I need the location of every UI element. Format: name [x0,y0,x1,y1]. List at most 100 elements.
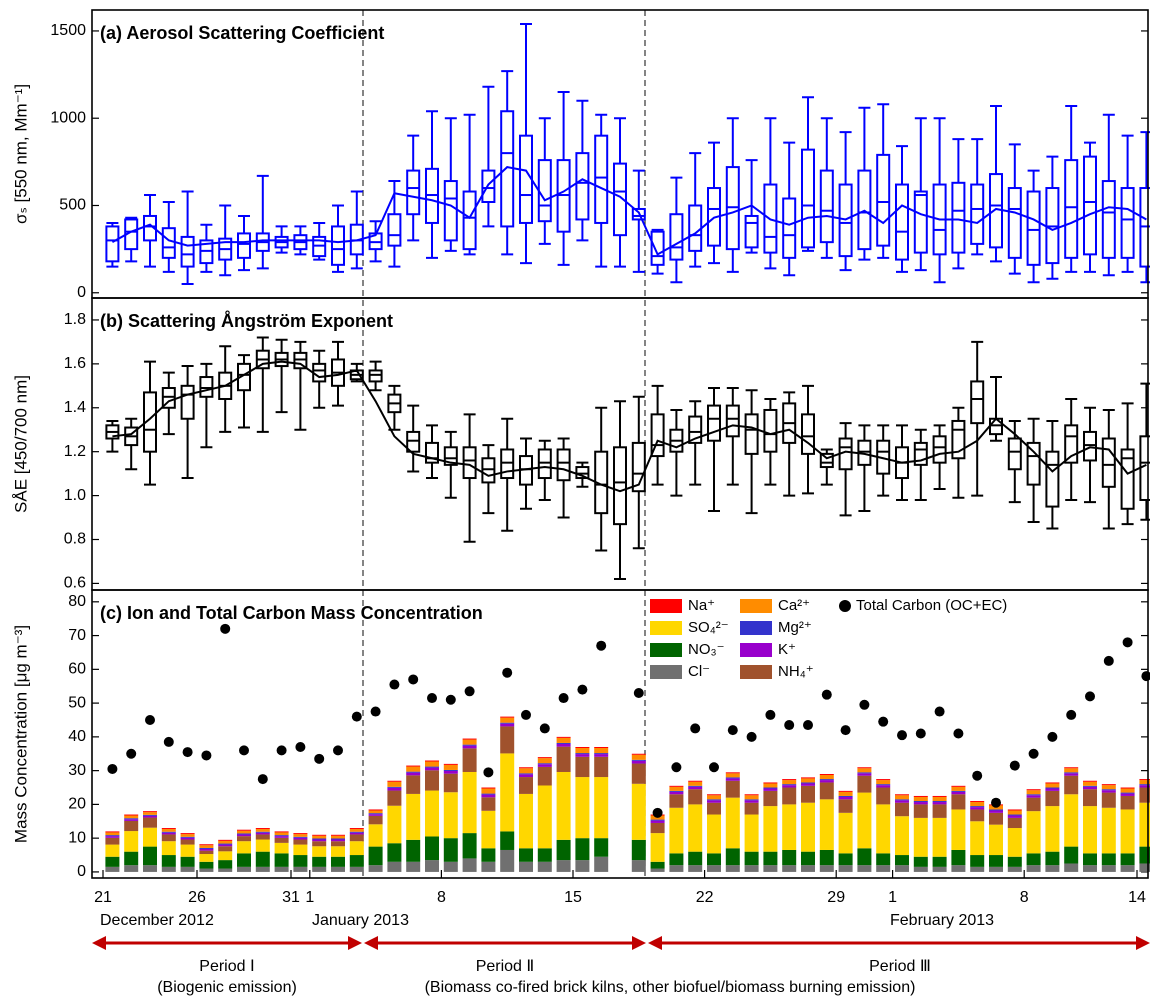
bar-segment [368,846,383,866]
upper-whisker [990,376,1002,419]
box [537,448,552,480]
total-carbon-point [878,716,889,727]
upper-whisker [256,336,269,351]
total-carbon-point [107,763,118,774]
bar-segment [105,856,120,867]
total-carbon-point [1028,748,1039,759]
legend-swatch [650,665,682,679]
upper-whisker [783,391,796,404]
bar-segment [1045,788,1060,791]
bar-segment [932,795,947,797]
bar-segment [1007,828,1022,857]
upper-whisker [858,106,871,171]
bar-segment [218,843,233,845]
bar-segment [913,796,928,802]
total-carbon-point [502,667,513,678]
box [331,225,345,266]
bar-segment [782,779,797,781]
bar-segment [669,853,684,866]
bar-segment [143,815,157,818]
bar-segment [274,831,289,833]
lower-whisker [764,451,777,486]
lower-whisker [238,390,250,429]
bar-segment [255,828,270,830]
bar-segment [669,807,684,854]
bar-segment [161,834,176,842]
x-tick-label: 31 [282,889,300,906]
lower-whisker [632,219,645,273]
bar-segment [500,849,515,872]
upper-whisker [369,360,382,371]
bar-segment [425,761,439,767]
bar-segment [537,785,552,849]
total-carbon-point [596,640,607,651]
lower-whisker [501,226,514,256]
lower-whisker [125,445,138,471]
bar-segment [913,856,928,867]
bar-segment [725,865,740,872]
bar-segment [575,756,590,778]
total-carbon-point [652,807,663,818]
upper-whisker [820,117,833,171]
upper-whisker [219,345,232,373]
bar-segment [293,855,308,867]
y-tick-label: 1.6 [64,355,86,372]
x-tick-label: 15 [564,889,582,906]
x-tick-label: 22 [696,889,714,906]
bar-segment [782,804,797,850]
bar-segment [932,856,947,867]
bar-segment [425,760,439,762]
bar-segment [970,802,985,807]
upper-whisker [689,400,702,417]
y-tick-label: 1.0 [64,487,86,504]
bar-segment [1120,793,1135,796]
total-carbon-point [370,706,381,717]
lower-whisker [858,464,871,512]
bar-segment [801,783,815,786]
bar-segment [443,792,458,839]
bar-segment [669,791,684,795]
lower-whisker [463,478,476,543]
bar-segment [688,780,703,782]
upper-whisker [651,384,664,415]
bar-segment [763,787,778,789]
upper-whisker [783,141,796,199]
total-carbon-point [351,711,362,722]
upper-whisker [162,371,175,389]
total-carbon-point [803,720,813,731]
bar-segment [1120,795,1135,810]
lower-whisker [802,453,814,495]
box [782,197,797,259]
bar-segment [1026,789,1041,791]
bar-segment [425,766,439,768]
lower-whisker [388,245,401,268]
box [594,134,609,224]
legend-label: Mg²⁺ [778,619,812,636]
upper-whisker [369,220,382,234]
bar-segment [331,839,345,842]
total-carbon-point [1009,760,1020,771]
lower-whisker [1027,484,1040,523]
arrow-head [632,936,646,950]
bar-segment [575,838,590,861]
bar-segment [801,802,815,852]
upper-whisker [388,384,401,395]
lower-whisker [1121,508,1134,526]
bar-segment [1045,782,1060,784]
bar-segment [1101,853,1116,866]
bar-segment [180,834,195,837]
total-carbon-point [408,674,419,685]
bar-segment [161,829,176,832]
bar-segment [782,849,797,866]
lower-whisker [877,473,890,497]
upper-whisker [444,430,457,448]
bar-segment [819,849,834,866]
bar-segment [876,804,891,854]
bar-segment [331,838,345,840]
bar-segment [1101,792,1116,808]
bar-segment [594,754,609,757]
box [763,408,778,453]
upper-whisker [952,406,965,421]
